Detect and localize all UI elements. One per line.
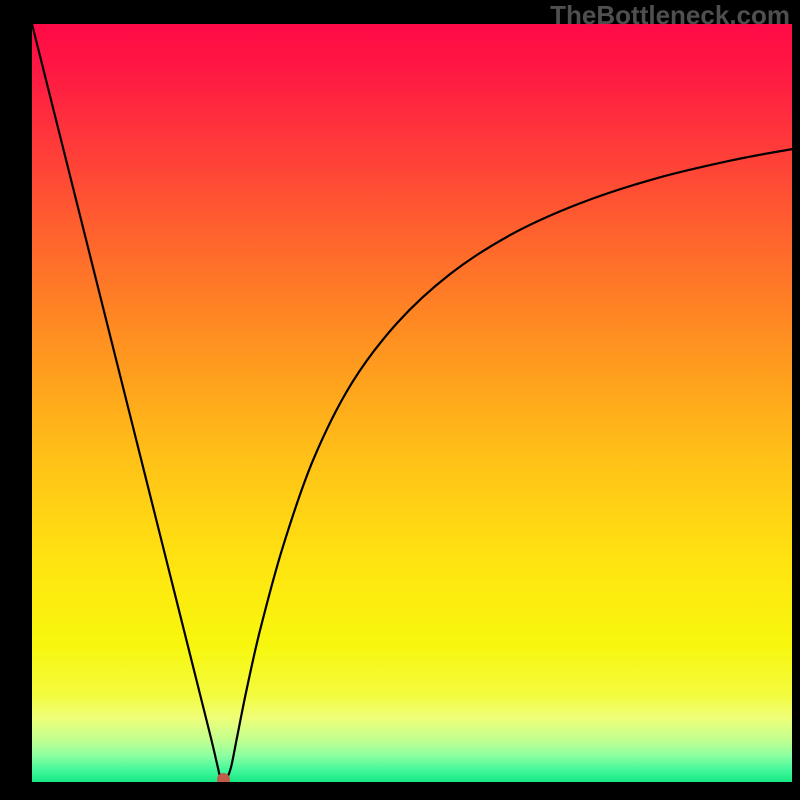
watermark-text: TheBottleneck.com [550,0,790,31]
optimal-point-marker [217,773,230,782]
plot-area [32,24,792,782]
bottleneck-curve [32,24,792,782]
